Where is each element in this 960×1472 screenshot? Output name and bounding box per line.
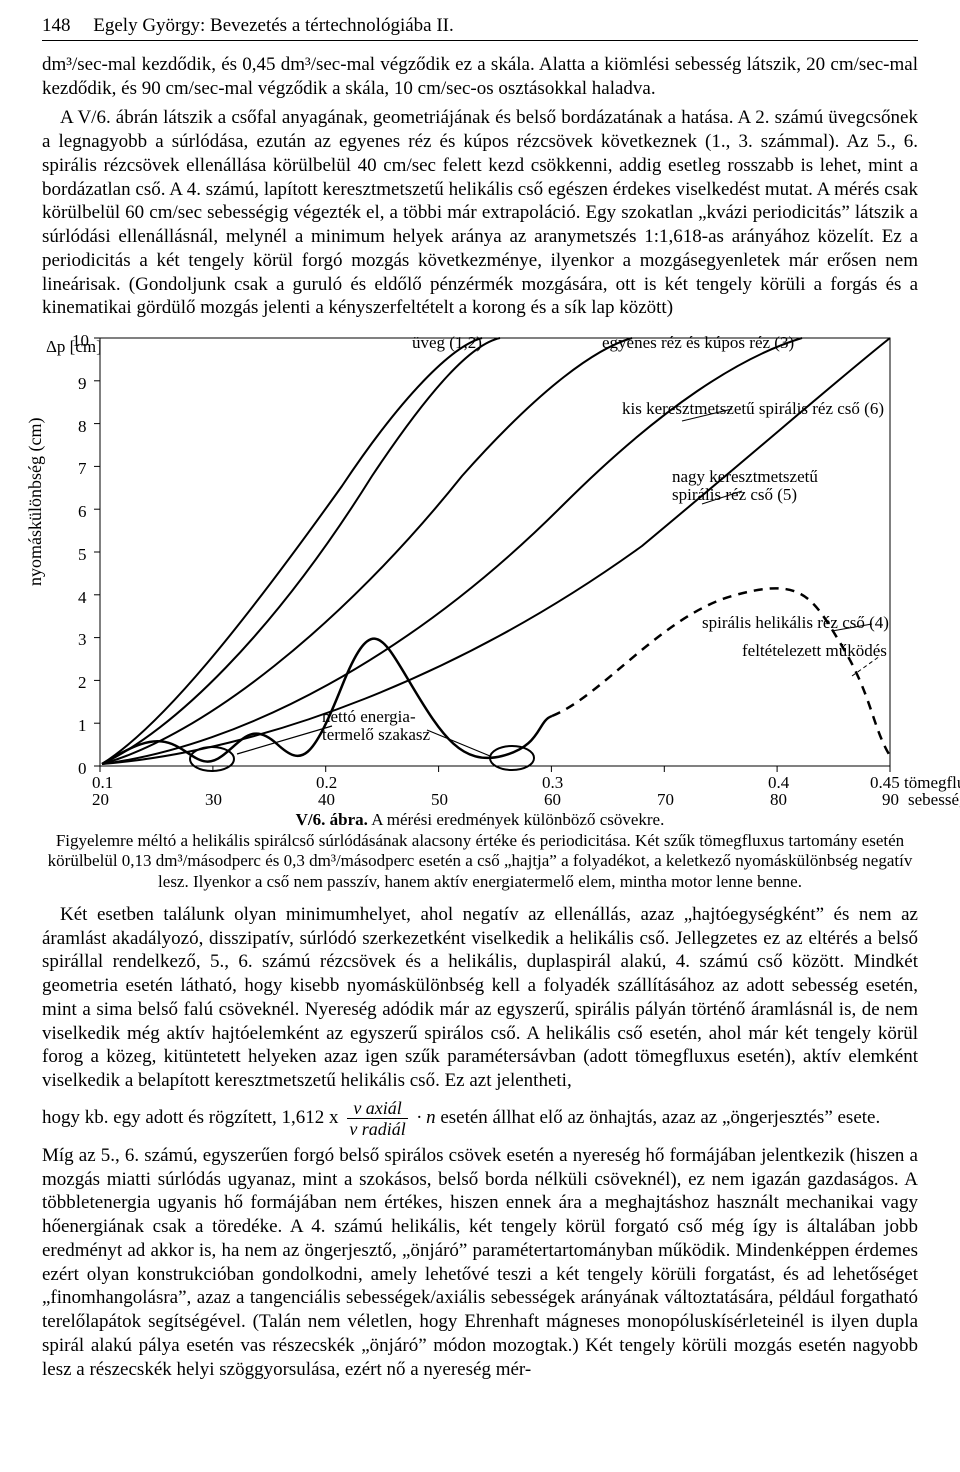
ytick-4: 4 <box>78 587 87 608</box>
ytick-8: 8 <box>78 416 87 437</box>
fraction-num: v axiál <box>347 1099 408 1119</box>
fraction: v axiál v radiál <box>347 1099 408 1138</box>
series-label-6: kis keresztmetszetű spirális réz cső (6) <box>622 398 884 419</box>
caption-line2: Figyelemre méltó a helikális spirálcső s… <box>48 831 913 891</box>
paragraph-2: A V/6. ábrán látszik a csőfal anyagának,… <box>42 106 918 320</box>
ytick-9: 9 <box>78 373 87 394</box>
caption-rest: A mérési eredmények különböző csövekre. <box>371 810 664 829</box>
xtick-bot-4: 60 <box>544 789 561 810</box>
caption-title: V/6. ábra. <box>296 810 368 829</box>
p4-a: hogy kb. egy adott és rögzített, 1,612 x <box>42 1107 343 1128</box>
ytick-2: 2 <box>78 672 87 693</box>
ytick-7: 7 <box>78 458 87 479</box>
series-label-3: egyenes réz és kúpos réz (3) <box>602 332 794 353</box>
fraction-den: v radiál <box>347 1119 408 1138</box>
ytick-0: 0 <box>78 758 87 779</box>
fraction-after: · n <box>417 1107 436 1128</box>
ytick-5: 5 <box>78 544 87 565</box>
ytick-10: 10 <box>72 330 89 351</box>
series-label-felt: feltételezett működés <box>742 640 887 661</box>
xtick-bot-2: 40 <box>318 789 335 810</box>
xtick-bot-7: 90 <box>882 789 899 810</box>
page-number: 148 <box>42 15 71 36</box>
xtick-bot-6: 80 <box>770 789 787 810</box>
ytick-3: 3 <box>78 629 87 650</box>
xtick-bot-5: 70 <box>657 789 674 810</box>
xtick-bot-3: 50 <box>431 789 448 810</box>
paragraph-3: Két esetben találunk olyan minimumhelyet… <box>42 903 918 1093</box>
series-label-4: spirális helikális réz cső (4) <box>702 612 889 633</box>
paragraph-4: hogy kb. egy adott és rögzített, 1,612 x… <box>42 1099 918 1138</box>
series-label-12: üveg (1,2) <box>412 332 482 353</box>
figure-caption: V/6. ábra. A mérési eredmények különböző… <box>42 810 918 893</box>
series-label-5b: spirális réz cső (5) <box>672 484 797 505</box>
ytick-1: 1 <box>78 715 87 736</box>
paragraph-1: dm³/sec-mal kezdődik, és 0,45 dm³/sec-ma… <box>42 53 918 101</box>
x-label-velocity: sebesség <box>908 789 960 810</box>
page-header: 148 Egely György: Bevezetés a tértechnol… <box>42 14 918 41</box>
xtick-bot-1: 30 <box>205 789 222 810</box>
p4-b: esetén állhat elő az önhajtás, azaz az „… <box>440 1107 880 1128</box>
figure-v6-chart: nyomáskülönbség (cm) Δp [cm] <box>42 326 918 806</box>
xtick-bot-0: 20 <box>92 789 109 810</box>
running-title: Egely György: Bevezetés a tértechnológiá… <box>93 15 454 36</box>
ytick-6: 6 <box>78 501 87 522</box>
paragraph-5: Míg az 5., 6. számú, egyszerűen forgó be… <box>42 1144 918 1382</box>
series-label-netto2: termelő szakasz <box>322 724 430 745</box>
